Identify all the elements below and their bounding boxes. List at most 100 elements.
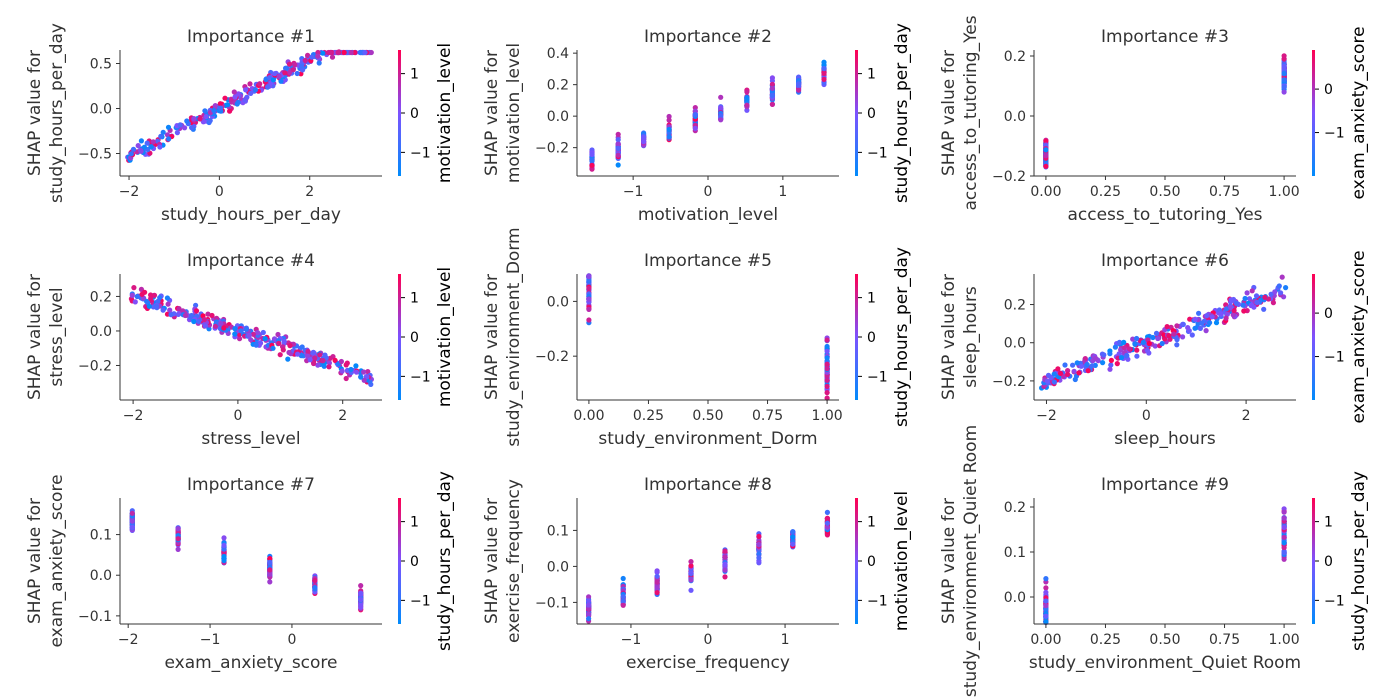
data-point: [267, 579, 273, 585]
colorbar-label: study_hours_per_day: [435, 471, 455, 651]
colorbar-tick-label: 1: [867, 291, 876, 307]
data-point: [282, 70, 288, 76]
y-tick-label: −0.2: [535, 349, 569, 365]
data-point: [353, 369, 360, 375]
data-point: [1224, 311, 1230, 317]
y-axis-label-line: SHAP value for: [939, 498, 959, 624]
data-point: [666, 134, 672, 140]
colorbar: −1 0 1 study_hours_per_day: [1312, 471, 1369, 651]
y-tick-label: 0.0: [1004, 109, 1026, 125]
data-point: [317, 352, 323, 358]
colorbar-tick-label: 1: [410, 291, 419, 307]
scatter-points: [1043, 506, 1287, 626]
data-point: [1203, 328, 1209, 334]
colorbar-gradient: [1312, 50, 1315, 176]
data-point: [824, 373, 830, 379]
y-tick-label: −0.2: [992, 169, 1026, 185]
data-point: [586, 602, 592, 608]
data-point: [189, 125, 195, 131]
colorbar: −1 0 exam_anxiety_score: [1312, 26, 1369, 200]
subplot-1: −2 0 2 −0.5 0.0 0.5 Importance #1 study_hours_p…: [25, 23, 455, 225]
data-point: [327, 49, 333, 56]
scatter-points: [589, 59, 827, 172]
subplot-5: 0.00 0.25 0.50 0.75 1.00 −0.2 0.0 Importance #5…: [482, 227, 912, 449]
scatter-points: [586, 509, 831, 624]
subplot-title: Importance #5: [644, 251, 772, 271]
data-point: [1268, 291, 1274, 297]
data-point: [1043, 598, 1049, 604]
colorbar-label: motivation_level: [435, 267, 455, 407]
x-tick-label: −2: [118, 632, 139, 648]
data-point: [129, 292, 135, 298]
colorbar-tick-label: 1: [867, 515, 876, 531]
colorbar-label: study_hours_per_day: [892, 23, 912, 203]
data-point: [1116, 339, 1123, 345]
subplot-title: Importance #4: [187, 251, 315, 271]
data-point: [769, 92, 776, 98]
data-point: [1043, 585, 1049, 591]
data-point: [1130, 336, 1136, 342]
colorbar-label: exam_anxiety_score: [1349, 26, 1369, 199]
data-point: [174, 130, 180, 136]
colorbar-tick-label: 0: [867, 106, 876, 122]
data-point: [1093, 355, 1099, 361]
data-point: [267, 567, 273, 573]
data-point: [1072, 376, 1078, 383]
data-point: [688, 559, 694, 565]
data-point: [1134, 347, 1140, 353]
data-point: [1155, 335, 1161, 342]
colorbar-tick-label: 1: [410, 515, 419, 531]
y-axis-label-line: exam_anxiety_score: [47, 474, 67, 647]
x-tick-label: −2: [1036, 408, 1057, 424]
data-point: [311, 360, 317, 367]
x-tick-label: −2: [119, 184, 140, 200]
data-point: [262, 336, 268, 342]
data-point: [1192, 325, 1198, 331]
x-tick-label: 0.00: [573, 408, 604, 424]
data-point: [305, 353, 311, 359]
y-tick-label: 0.0: [547, 559, 569, 575]
data-point: [302, 57, 308, 64]
data-point: [1279, 274, 1285, 280]
subplot-2: −1 0 1 −0.2 0.0 0.2 0.4 Importance #2 motivation…: [482, 23, 912, 225]
data-point: [151, 292, 158, 298]
data-point: [218, 320, 224, 327]
data-point: [358, 583, 364, 589]
colorbar-tick-label: 0: [410, 554, 419, 570]
data-point: [1159, 340, 1165, 347]
data-point: [1144, 347, 1150, 353]
x-tick-label: 1.00: [812, 408, 843, 424]
data-point: [361, 369, 367, 375]
y-tick-label: 0.4: [547, 46, 569, 62]
data-point: [1043, 618, 1049, 625]
y-tick-label: 0.0: [547, 294, 569, 310]
data-point: [620, 598, 626, 604]
data-point: [287, 343, 293, 349]
data-point: [821, 59, 827, 65]
data-point: [821, 76, 827, 82]
data-point: [1074, 360, 1080, 366]
data-point: [272, 71, 278, 77]
data-point: [267, 571, 273, 577]
subplot-title: Importance #1: [187, 27, 315, 47]
data-point: [824, 532, 831, 538]
data-point: [641, 139, 647, 145]
data-point: [243, 87, 249, 93]
data-point: [1044, 378, 1050, 384]
y-tick-label: 0.0: [90, 568, 112, 584]
data-point: [1043, 576, 1049, 582]
data-point: [790, 534, 796, 540]
y-axis-label-line: SHAP value for: [482, 498, 502, 624]
data-point: [206, 326, 212, 332]
data-point: [688, 570, 694, 576]
data-point: [129, 524, 135, 530]
data-point: [189, 312, 195, 319]
y-axis-label: SHAP value for motivation_level: [482, 43, 524, 183]
data-point: [1055, 366, 1061, 372]
data-point: [1043, 163, 1049, 169]
data-point: [1108, 362, 1114, 368]
x-tick-label: 1: [778, 184, 787, 200]
data-point: [150, 139, 156, 145]
data-point: [1281, 540, 1287, 546]
